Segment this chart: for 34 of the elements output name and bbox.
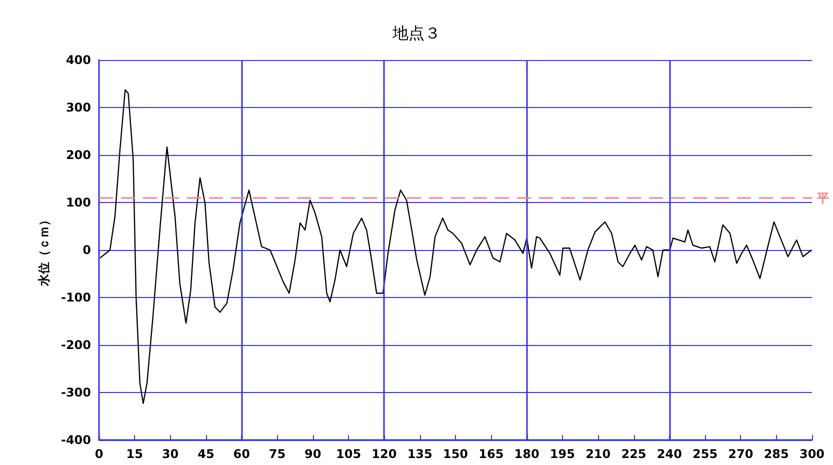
x-tick-label: 240 <box>656 447 682 461</box>
line-series <box>99 89 812 404</box>
y-tick-label: -400 <box>60 433 91 447</box>
x-tick-label: 210 <box>586 447 611 461</box>
x-tick-label: 165 <box>478 447 504 461</box>
x-tick-label: 15 <box>126 447 143 461</box>
y-tick-label: 100 <box>66 196 91 210</box>
x-tick-label: 285 <box>764 447 789 461</box>
x-tick-label: 60 <box>233 447 250 461</box>
x-tick-label: 300 <box>799 447 825 461</box>
y-tick-label: 300 <box>66 100 91 114</box>
x-tick-label: 225 <box>621 447 646 461</box>
x-tick-label: 90 <box>304 447 322 461</box>
ref-line-label: 平 <box>816 190 829 205</box>
x-tick-label: 0 <box>94 447 104 461</box>
y-tick-label: 200 <box>66 148 91 162</box>
x-tick-label: 180 <box>514 447 540 461</box>
x-tick-label: 75 <box>268 447 286 461</box>
chart-title: 地点３ <box>392 24 440 42</box>
y-tick-label: -100 <box>60 290 91 304</box>
x-tick-label: 120 <box>372 447 397 461</box>
y-axis-title: 水位（ｃｍ） <box>37 214 52 287</box>
x-tick-label: 195 <box>550 447 575 461</box>
x-tick-label: 45 <box>198 447 214 461</box>
y-tick-label: 0 <box>82 243 91 257</box>
x-tick-label: 270 <box>728 447 754 461</box>
y-tick-label: -200 <box>60 338 91 352</box>
y-tick-label: 400 <box>66 53 91 67</box>
y-tick-label: -300 <box>60 386 91 400</box>
x-tick-label: 150 <box>442 447 468 461</box>
x-tick-label: 135 <box>407 447 432 461</box>
x-tick-label: 255 <box>692 447 718 461</box>
x-tick-label: 105 <box>336 447 362 461</box>
x-tick-label: 30 <box>162 447 179 461</box>
